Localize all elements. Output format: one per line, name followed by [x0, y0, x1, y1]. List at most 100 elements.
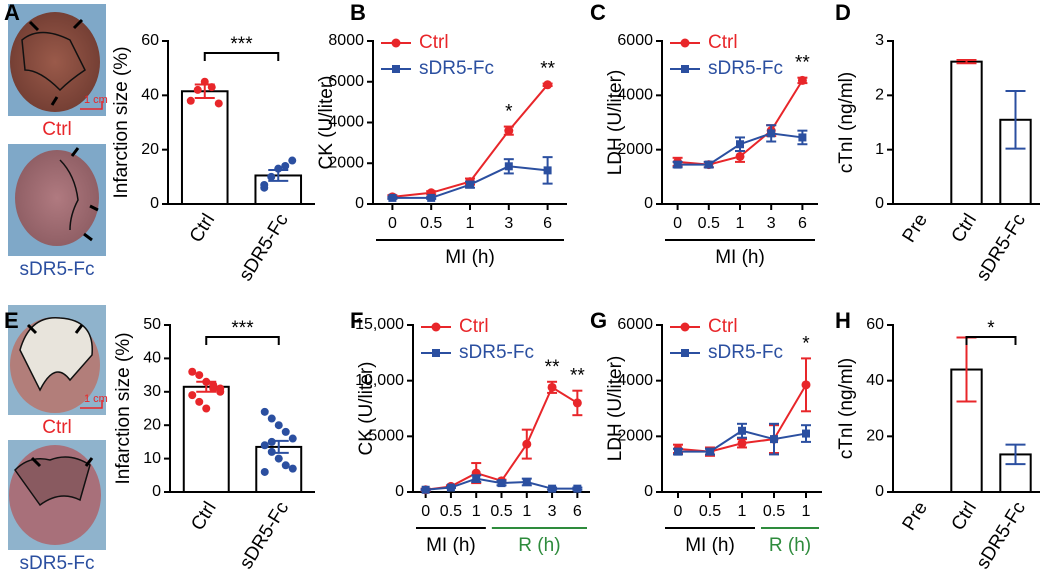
x-tick-label: Ctrl: [948, 210, 981, 246]
x-tick-label: sDR5-Fc: [972, 498, 1030, 573]
y-axis-label: Infarction size (%): [113, 332, 134, 484]
y-tick-label: 3: [875, 32, 884, 49]
data-point: [288, 156, 297, 165]
x-tick-label: 3: [548, 503, 557, 520]
data-point: [288, 434, 297, 443]
x-tick-label: 3: [767, 215, 776, 232]
y-axis-label: CK (U/liter): [356, 362, 377, 456]
marker: [704, 160, 713, 169]
marker: [738, 426, 746, 435]
y-axis-label: cTnI (ng/ml): [836, 72, 857, 173]
x-tick-label: 1: [466, 215, 475, 232]
photo-label: sDR5-Fc: [20, 553, 95, 574]
marker: [497, 479, 506, 488]
scale-bar: [80, 101, 103, 110]
x-tick-label: Ctrl: [186, 210, 219, 246]
x-group-label: R (h): [769, 535, 811, 556]
photo-a-ctrl: [8, 4, 106, 116]
y-axis-label: LDH (U/liter): [605, 70, 626, 176]
panel-letter: B: [350, 0, 366, 25]
marker: [472, 474, 481, 483]
x-tick-label: 3: [504, 215, 513, 232]
marker: [674, 447, 682, 456]
data-point: [202, 404, 211, 413]
y-tick-label: 4000: [617, 87, 653, 104]
y-tick-label: 40: [141, 87, 159, 104]
x-tick-label: 0: [388, 215, 397, 232]
y-tick-label: 60: [866, 316, 884, 333]
marker: [673, 160, 682, 169]
x-tick-label: 1: [472, 503, 481, 520]
marker: [797, 75, 807, 85]
data-point: [281, 427, 290, 436]
significance-label: **: [540, 59, 555, 80]
x-tick-label: 0.5: [440, 503, 462, 520]
y-tick-label: 10: [143, 450, 161, 467]
marker: [543, 80, 553, 90]
marker: [427, 193, 436, 202]
scale-bar: [80, 400, 103, 409]
legend-label: sDR5-Fc: [459, 342, 534, 363]
marker: [388, 193, 397, 202]
y-tick-label: 60: [141, 32, 159, 49]
data-point: [274, 421, 283, 430]
y-tick-label: 0: [150, 195, 159, 212]
data-point: [260, 183, 269, 192]
y-axis-label: CK (U/liter): [316, 76, 337, 170]
y-tick-label: 40: [866, 372, 884, 389]
photo-label: Ctrl: [42, 417, 72, 438]
x-tick-label: 1: [522, 503, 531, 520]
legend-marker: [431, 322, 441, 332]
significance-label: *: [802, 333, 810, 354]
data-point: [260, 407, 269, 416]
y-tick-label: 0: [395, 483, 404, 500]
marker: [548, 484, 557, 493]
marker: [547, 382, 557, 392]
legend-label: sDR5-Fc: [708, 342, 783, 363]
x-tick-label: Pre: [899, 498, 932, 534]
marker: [543, 166, 552, 175]
y-tick-label: 2000: [328, 154, 364, 171]
x-tick-label: sDR5-Fc: [235, 210, 293, 285]
scale-label: 1 cm: [84, 393, 108, 405]
y-tick-label: 5000: [368, 428, 404, 445]
marker: [802, 429, 810, 438]
marker: [573, 484, 582, 493]
error-bar: [1005, 89, 1026, 150]
error-bar: [956, 59, 977, 65]
data-point: [281, 161, 290, 170]
y-tick-label: 6000: [328, 73, 364, 90]
marker: [770, 435, 778, 444]
x-group-label: MI (h): [685, 535, 735, 556]
x-tick-label: 6: [798, 215, 807, 232]
panel-letter: F: [350, 308, 363, 333]
marker: [801, 380, 811, 390]
scale-label: 1 cm: [84, 94, 108, 106]
x-tick-label: 0.5: [763, 503, 785, 520]
photo-label: sDR5-Fc: [20, 259, 95, 280]
legend-marker: [392, 65, 400, 73]
significance-bracket: [965, 336, 1017, 345]
legend-label: Ctrl: [419, 32, 449, 53]
x-tick-label: 0: [673, 215, 682, 232]
marker: [504, 162, 513, 171]
y-tick-label: 6000: [617, 32, 653, 49]
x-tick-label: 6: [543, 215, 552, 232]
significance-label: *: [987, 318, 995, 339]
photo-label: Ctrl: [42, 119, 72, 140]
photo-e-sdr5: [8, 440, 106, 550]
significance-label: **: [570, 366, 585, 387]
x-tick-label: Ctrl: [948, 498, 981, 534]
legend-marker: [391, 38, 401, 48]
data-point: [188, 367, 197, 376]
series-line: [425, 385, 578, 491]
y-tick-label: 4000: [328, 114, 364, 131]
data-point: [267, 414, 276, 423]
x-tick-label: 0.5: [699, 503, 721, 520]
y-tick-label: 20: [866, 428, 884, 445]
panel-letter: C: [590, 0, 606, 25]
y-tick-label: 0: [875, 195, 884, 212]
x-tick-label: 1: [738, 503, 747, 520]
significance-label: *: [505, 102, 513, 123]
x-tick-label: 1: [736, 215, 745, 232]
